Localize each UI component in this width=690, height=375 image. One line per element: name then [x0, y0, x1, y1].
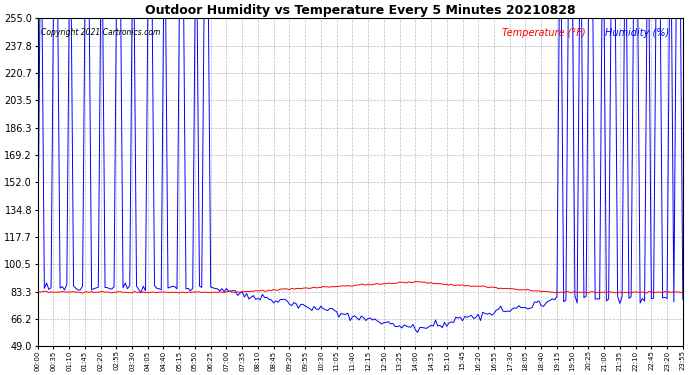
Title: Outdoor Humidity vs Temperature Every 5 Minutes 20210828: Outdoor Humidity vs Temperature Every 5 …: [145, 4, 575, 17]
Text: Humidity (%): Humidity (%): [605, 28, 670, 38]
Text: Temperature (°F): Temperature (°F): [502, 28, 586, 38]
Text: Copyright 2021 Cartronics.com: Copyright 2021 Cartronics.com: [41, 28, 160, 37]
